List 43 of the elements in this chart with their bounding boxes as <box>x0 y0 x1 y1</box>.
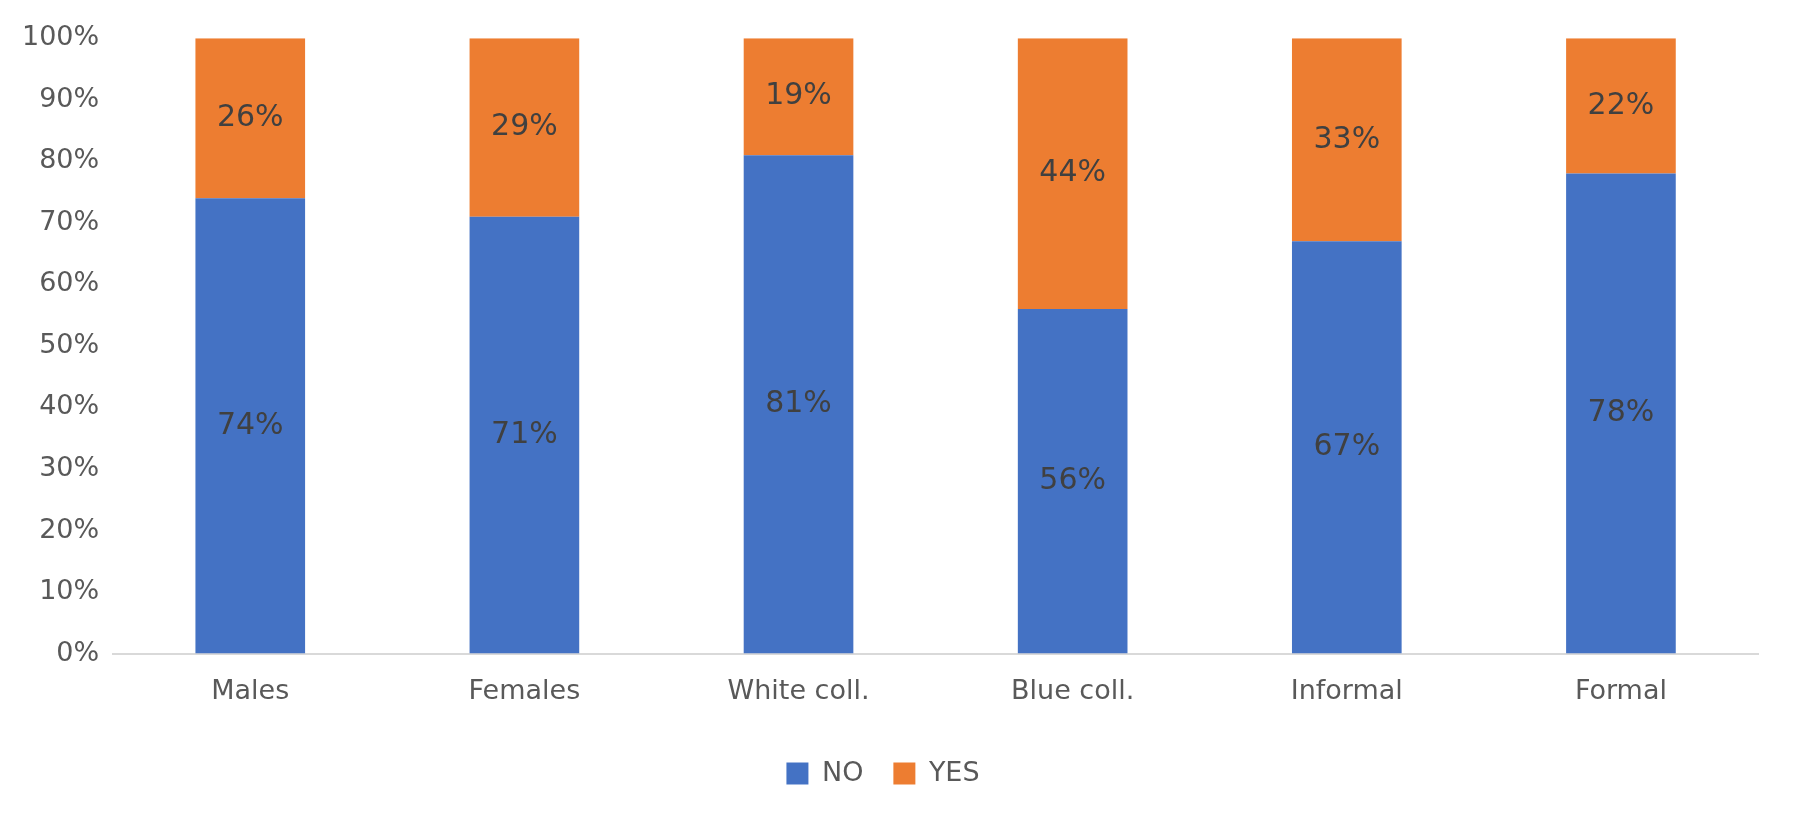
bar <box>743 155 854 654</box>
y-tick-label: 30% <box>39 451 100 482</box>
data-label: 19% <box>765 76 832 112</box>
x-tick-label: Informal <box>1290 673 1403 705</box>
bar <box>1566 38 1676 174</box>
y-tick-label: 90% <box>39 81 100 113</box>
y-tick-label: 50% <box>39 327 100 359</box>
data-label: 78% <box>1587 393 1655 429</box>
data-label: 44% <box>1039 153 1107 189</box>
data-label: 26% <box>216 98 284 133</box>
y-tick-label: 80% <box>39 143 100 175</box>
data-label: 33% <box>1313 119 1381 155</box>
data-label: 81% <box>765 384 832 420</box>
bar <box>195 38 306 199</box>
y-tick-label: 60% <box>39 266 100 298</box>
x-tick-label: Formal <box>1574 673 1667 705</box>
x-tick-label: White coll. <box>727 673 870 705</box>
data-label: 74% <box>216 405 284 441</box>
x-tick-label: Blue coll. <box>1011 673 1135 705</box>
y-tick-label: 70% <box>39 204 100 236</box>
data-label: 56% <box>1039 461 1107 497</box>
bar <box>743 38 854 156</box>
x-tick-label: Males <box>211 673 290 705</box>
bar <box>1017 38 1128 309</box>
y-tick-label: 20% <box>39 512 100 544</box>
bar <box>469 38 580 217</box>
y-tick-label: 100% <box>21 20 100 52</box>
legend-label: NO <box>821 755 864 787</box>
data-label: 71% <box>491 414 558 450</box>
data-label: 29% <box>491 107 558 143</box>
bar <box>1291 38 1402 242</box>
legend-label: YES <box>927 755 980 787</box>
data-label: 22% <box>1587 85 1655 121</box>
y-tick-label: 40% <box>39 389 100 421</box>
bar <box>195 198 306 654</box>
x-tick-label: Females <box>468 673 581 705</box>
y-tick-label: 0% <box>56 635 100 667</box>
bar <box>469 216 580 654</box>
bar <box>1291 241 1402 654</box>
data-label: 67% <box>1313 427 1381 463</box>
bar <box>1566 173 1676 654</box>
bar <box>1017 308 1128 654</box>
y-tick-label: 10% <box>39 574 100 606</box>
